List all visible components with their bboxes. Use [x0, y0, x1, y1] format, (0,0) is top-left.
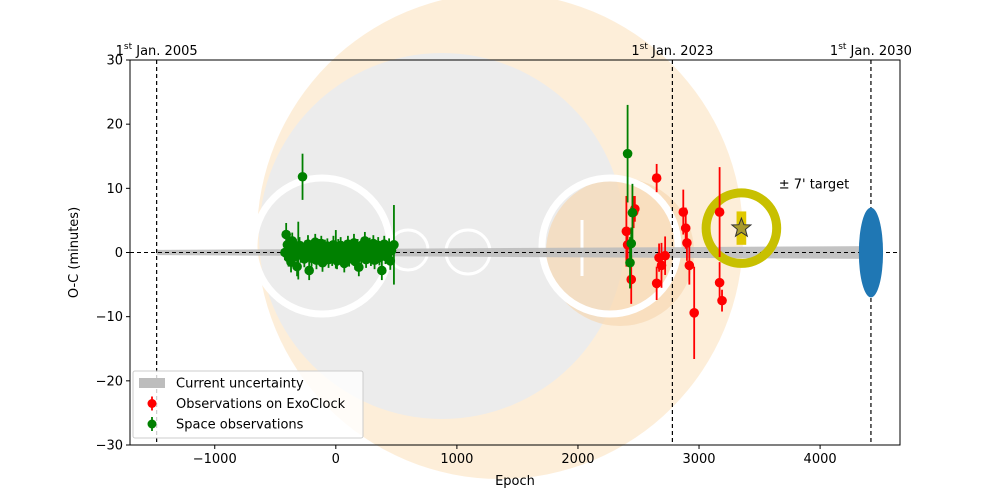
y-tick-label-3: 0 [115, 246, 123, 261]
series-1 [280, 104, 638, 289]
y-tick-label-5: 20 [106, 118, 123, 133]
date-label-text-2: Jan. 2030 [846, 44, 912, 59]
data-point-0-11 [680, 223, 691, 233]
data-point-0-14 [689, 308, 699, 318]
y-tick-label-2: −10 [96, 310, 123, 325]
legend-marker-2 [147, 419, 157, 429]
y-tick-label-1: −20 [96, 374, 123, 389]
date-label-num-2: 1 [830, 44, 838, 59]
data-point-1-90 [622, 148, 633, 159]
data-point-0-6 [651, 278, 662, 289]
legend-label-0: Current uncertainty [176, 377, 304, 392]
data-point-0-9 [660, 250, 670, 261]
x-tick-label-0: −1000 [193, 452, 237, 467]
watermark-ring-right [538, 174, 682, 318]
x-tick-label-4: 3000 [682, 452, 715, 467]
date-label-sup-1: st [640, 42, 649, 52]
legend-box [132, 370, 364, 439]
data-point-1-10 [292, 261, 302, 272]
data-point-1-87 [385, 256, 396, 266]
data-point-1-61 [354, 262, 364, 273]
y-tick-label-0: −30 [96, 439, 123, 454]
y-axis-label: O-C (minutes) [67, 207, 82, 298]
x-tick-label-2: 1000 [440, 452, 473, 467]
data-point-1-20 [304, 265, 314, 276]
legend-label-2: Space observations [176, 418, 304, 433]
x-tick-label-5: 4000 [804, 452, 837, 467]
data-point-0-17 [717, 295, 727, 306]
date-label-2: 1st Jan. 2030 [830, 42, 912, 59]
data-point-1-93 [627, 207, 638, 218]
data-point-1-91 [625, 257, 635, 268]
series-0 [621, 163, 727, 360]
y-tick-label-4: 10 [106, 182, 123, 197]
future-ellipse [858, 207, 884, 298]
data-point-0-13 [684, 260, 695, 271]
exoclock-watermark-logo [250, 0, 743, 479]
date-label-1: 1st Jan. 2023 [631, 42, 713, 59]
date-label-num-0: 1 [116, 44, 124, 59]
data-point-0-2 [626, 274, 637, 285]
data-point-0-15 [714, 207, 725, 217]
watermark-inner-disc [259, 53, 625, 419]
date-label-0: 1st Jan. 2005 [116, 42, 198, 59]
date-label-text-0: Jan. 2005 [132, 44, 198, 59]
x-tick-label-3: 2000 [561, 452, 594, 467]
data-point-0-5 [651, 173, 662, 183]
legend: Current uncertainty Observations on ExoCl… [132, 370, 364, 439]
target-ring [701, 188, 782, 268]
x-tick-label-1: 0 [332, 452, 340, 467]
target-label: ± 7' target [779, 177, 850, 192]
date-label-sup-0: st [124, 42, 133, 52]
data-point-1-92 [626, 238, 637, 249]
legend-label-1: Observations on ExoClock [176, 397, 346, 412]
legend-swatch-0 [139, 378, 165, 388]
data-point-0-0 [621, 226, 632, 237]
date-label-text-1: Jan. 2023 [648, 44, 714, 59]
data-point-0-12 [682, 238, 692, 248]
y-tick-label-6: 30 [106, 54, 123, 69]
data-point-0-8 [656, 260, 667, 271]
legend-marker-1 [147, 399, 157, 408]
data-point-0-16 [714, 277, 725, 288]
date-label-num-1: 1 [631, 44, 639, 59]
data-point-1-15 [297, 171, 308, 182]
data-point-1-80 [377, 265, 387, 276]
data-point-1-1 [281, 229, 291, 240]
target-star-icon [730, 216, 753, 238]
data-point-0-10 [678, 207, 689, 217]
x-axis-label: Epoch [495, 474, 535, 489]
data-point-1-89 [389, 240, 399, 250]
date-label-sup-2: st [838, 42, 847, 52]
